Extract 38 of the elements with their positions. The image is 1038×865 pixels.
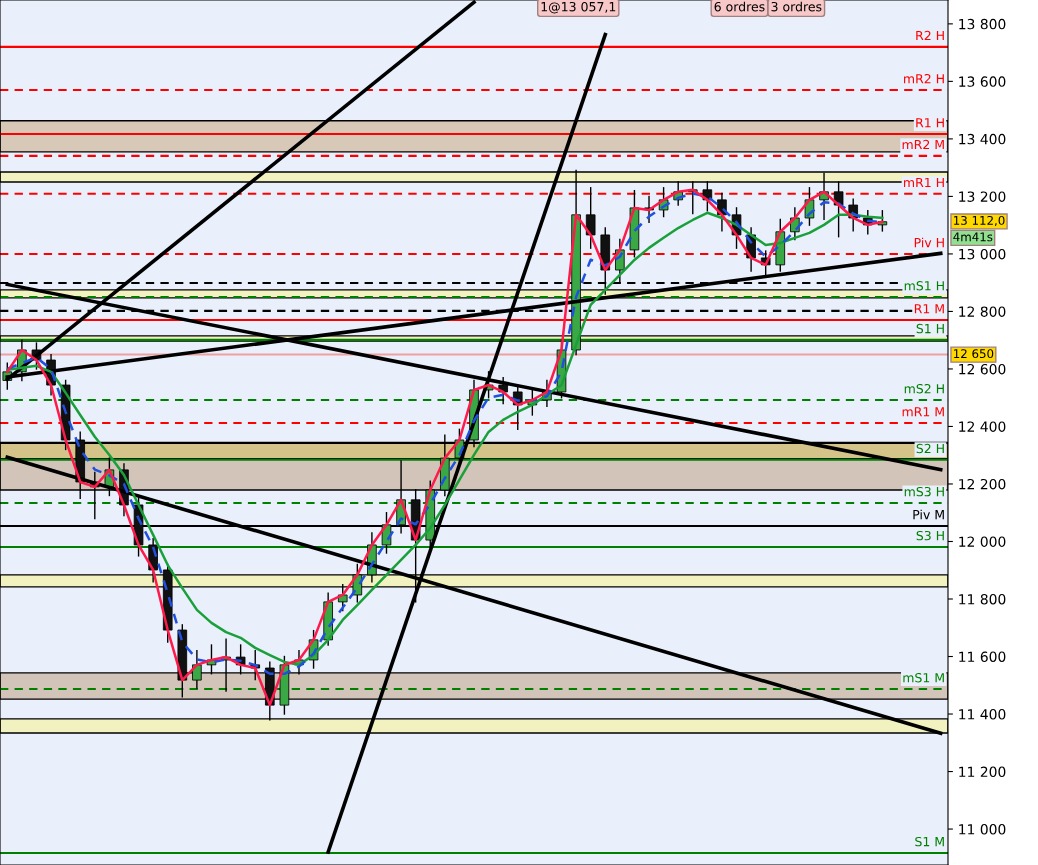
ref-line-label: R2 H (916, 30, 944, 41)
ref-line-label: mS3 H (904, 486, 944, 497)
y-tick-label: 12 600 (959, 363, 1006, 375)
ref-line-label: Piv M (913, 509, 944, 520)
y-tick-label: 12 000 (959, 536, 1006, 547)
text: 4m41s (953, 232, 993, 242)
y-tick-label: 11 200 (959, 766, 1006, 778)
text: 13 112,0 (954, 215, 1005, 227)
y-tick-label: 12 800 (959, 306, 1006, 317)
ref-line-label: R1 H (916, 118, 944, 128)
ref-line-label: mS2 H (904, 383, 944, 394)
ref-line-label: mR2 H (904, 73, 944, 84)
y-tick-label: 13 000 (959, 248, 1006, 260)
ref-line-label: Piv H (914, 237, 944, 248)
ref-line-label: mR2 M (902, 139, 944, 150)
annotation: 3 ordres (771, 1, 822, 12)
y-tick-label: 13 200 (959, 191, 1006, 202)
y-tick-label: 11 800 (959, 593, 1006, 605)
ref-line-label: S2 H (916, 443, 944, 454)
annotation: 1@13 057,1 (541, 1, 616, 14)
y-tick-label: 13 600 (959, 76, 1006, 87)
ref-line-label: mS1 M (903, 672, 944, 683)
ref-line-label: mS1 H (904, 281, 944, 291)
y-tick-label: 13 400 (959, 133, 1006, 145)
y-tick-label: 11 400 (959, 709, 1006, 720)
ref-line-label: S1 H (916, 323, 944, 334)
annotation: 6 ordres (714, 1, 765, 12)
ref-line-label: S3 H (916, 530, 944, 541)
ref-line-label: mR1 H (904, 177, 944, 188)
y-tick-label: 11 600 (959, 651, 1006, 662)
ref-line-label: S1 M (915, 836, 944, 847)
ref-line-label: R1 M (914, 304, 944, 314)
y-tick-label: 11 000 (959, 824, 1006, 835)
y-tick-label: 12 200 (959, 478, 1006, 490)
text: 12 650 (954, 349, 994, 359)
y-tick-label: 12 400 (959, 421, 1006, 432)
y-tick-label: 13 800 (959, 18, 1006, 30)
ref-line-label: mR1 M (902, 407, 944, 417)
